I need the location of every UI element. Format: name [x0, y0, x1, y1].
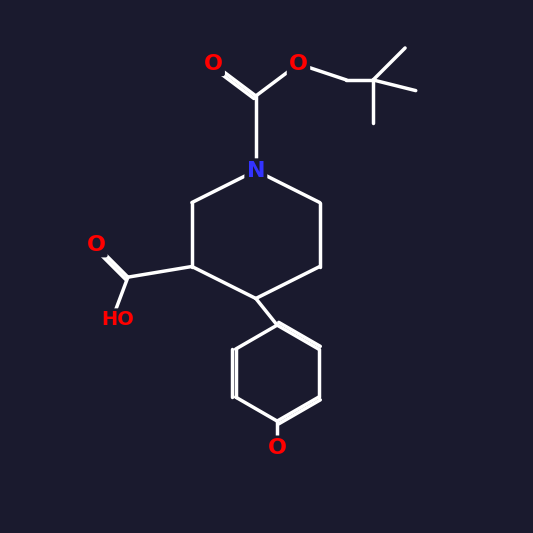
Text: O: O: [86, 235, 106, 255]
Text: O: O: [289, 54, 308, 74]
Text: N: N: [247, 160, 265, 181]
Text: HO: HO: [101, 310, 134, 329]
Text: O: O: [204, 54, 223, 74]
Text: O: O: [268, 438, 287, 458]
